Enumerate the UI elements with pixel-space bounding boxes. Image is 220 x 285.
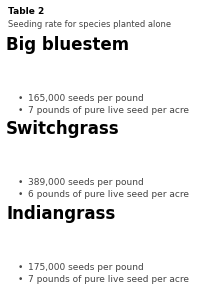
Text: Table 2: Table 2 xyxy=(8,7,44,16)
Text: 7 pounds of pure live seed per acre: 7 pounds of pure live seed per acre xyxy=(28,275,189,284)
Text: 389,000 seeds per pound: 389,000 seeds per pound xyxy=(28,178,144,187)
Text: 7 pounds of pure live seed per acre: 7 pounds of pure live seed per acre xyxy=(28,106,189,115)
Text: 165,000 seeds per pound: 165,000 seeds per pound xyxy=(28,94,144,103)
Text: •: • xyxy=(18,190,23,199)
Text: •: • xyxy=(18,275,23,284)
Text: Seeding rate for species planted alone: Seeding rate for species planted alone xyxy=(8,20,171,29)
Text: Switchgrass: Switchgrass xyxy=(6,120,120,138)
Text: 175,000 seeds per pound: 175,000 seeds per pound xyxy=(28,263,144,272)
Text: •: • xyxy=(18,94,23,103)
Text: Indiangrass: Indiangrass xyxy=(6,205,115,223)
Text: Big bluestem: Big bluestem xyxy=(6,36,129,54)
Text: •: • xyxy=(18,263,23,272)
Text: •: • xyxy=(18,178,23,187)
Text: •: • xyxy=(18,106,23,115)
Text: 6 pounds of pure live seed per acre: 6 pounds of pure live seed per acre xyxy=(28,190,189,199)
